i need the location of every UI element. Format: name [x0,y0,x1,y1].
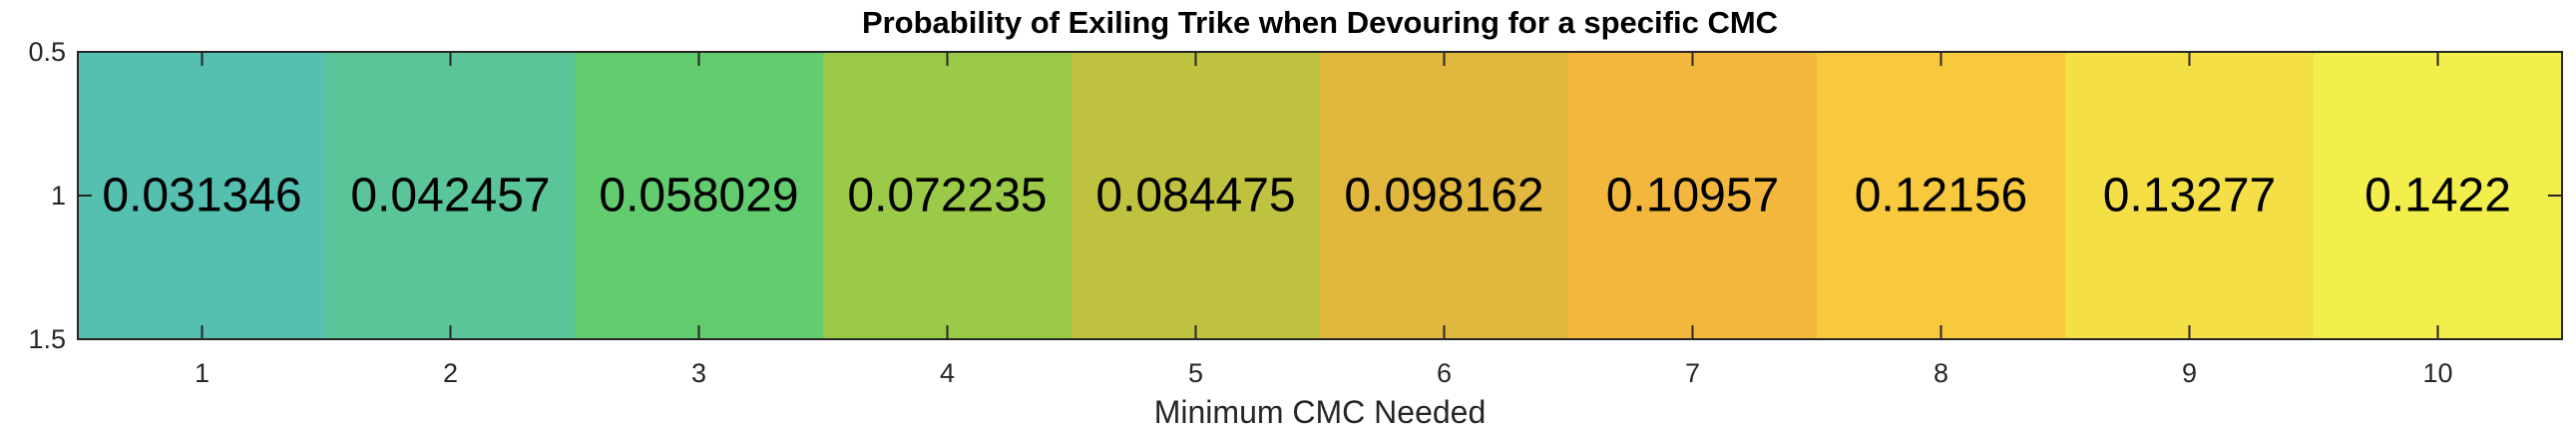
cell-value-label-2: 0.042457 [350,170,550,222]
heatmap-cell-10 [2314,52,2563,339]
heatmap-cell-4 [823,52,1073,339]
heatmap-cell-1 [78,52,327,339]
cell-value-label-7: 0.10957 [1606,170,1780,222]
x-axis-ticks: 1 2 3 4 5 6 7 8 9 10 [195,52,2453,388]
cell-value-label-8: 0.12156 [1855,170,2028,222]
heatmap-cell-8 [1817,52,2066,339]
cell-value-label-5: 0.084475 [1095,170,1295,222]
heatmap-cell-3 [575,52,824,339]
cell-value-labels: 0.031346 0.042457 0.058029 0.072235 0.084475… [102,170,2511,222]
cell-value-label-1: 0.031346 [102,170,301,222]
heatmap-cell-7 [1568,52,1818,339]
x-tick-label: 4 [940,358,955,388]
chart-title: Probability of Exiling Trike when Devour… [862,5,1778,40]
x-axis-label: Minimum CMC Needed [1154,394,1487,429]
cell-value-label-6: 0.098162 [1344,170,1543,222]
heatmap-cell-6 [1320,52,1569,339]
heatmap-cell-5 [1072,52,1321,339]
x-tick-label: 6 [1437,358,1452,388]
heatmap-cells [78,52,2563,339]
y-axis-ticks: 0.5 1 1.5 [28,37,2562,354]
x-tick-label: 2 [443,358,458,388]
x-tick-label: 9 [2182,358,2197,388]
y-tick-label: 1 [51,181,66,211]
x-tick-label: 7 [1685,358,1700,388]
x-tick-label: 10 [2422,358,2452,388]
x-tick-label: 3 [691,358,706,388]
cell-value-label-9: 0.13277 [2103,170,2277,222]
y-tick-label: 1.5 [28,324,66,354]
x-tick-label: 5 [1188,358,1203,388]
cell-value-label-4: 0.072235 [847,170,1047,222]
cell-value-label-3: 0.058029 [599,170,798,222]
x-tick-label: 1 [195,358,210,388]
heatmap-cell-9 [2065,52,2315,339]
x-tick-label: 8 [1933,358,1948,388]
y-tick-label: 0.5 [28,37,66,67]
cell-value-label-10: 0.1422 [2364,170,2511,222]
heatmap-cell-2 [326,52,576,339]
